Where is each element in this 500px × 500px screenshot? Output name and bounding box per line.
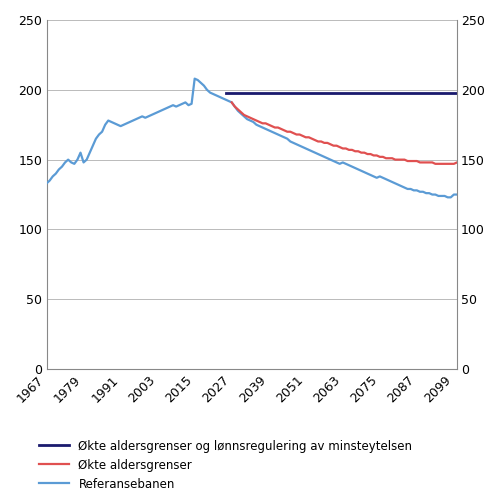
Økte aldersgrenser og lønnsregulering av minsteytelsen (454, 90, 460, 96)
Referansebanen (204, 87, 210, 93)
Økte aldersgrenser (228, 100, 234, 105)
Referansebanen (65, 156, 71, 162)
Referansebanen (146, 114, 152, 119)
Økte aldersgrenser (352, 148, 358, 154)
Legend: Økte aldersgrenser og lønnsregulering av minsteytelsen, Økte aldersgrenser, Refe: Økte aldersgrenser og lønnsregulering av… (36, 436, 416, 494)
Line: Referansebanen: Referansebanen (46, 78, 457, 198)
Økte aldersgrenser (432, 161, 438, 167)
Økte aldersgrenser (355, 148, 361, 154)
Line: Økte aldersgrenser: Økte aldersgrenser (232, 102, 457, 164)
Økte aldersgrenser (454, 160, 460, 166)
Økte aldersgrenser (278, 126, 284, 132)
Økte aldersgrenser (303, 134, 309, 140)
Referansebanen (444, 194, 450, 200)
Referansebanen (430, 192, 436, 198)
Referansebanen (454, 192, 460, 198)
Referansebanen (44, 180, 50, 186)
Økte aldersgrenser og lønnsregulering av minsteytelsen (222, 90, 228, 96)
Referansebanen (192, 76, 198, 82)
Referansebanen (133, 116, 139, 122)
Referansebanen (432, 192, 438, 198)
Økte aldersgrenser (436, 161, 442, 167)
Økte aldersgrenser (275, 124, 281, 130)
